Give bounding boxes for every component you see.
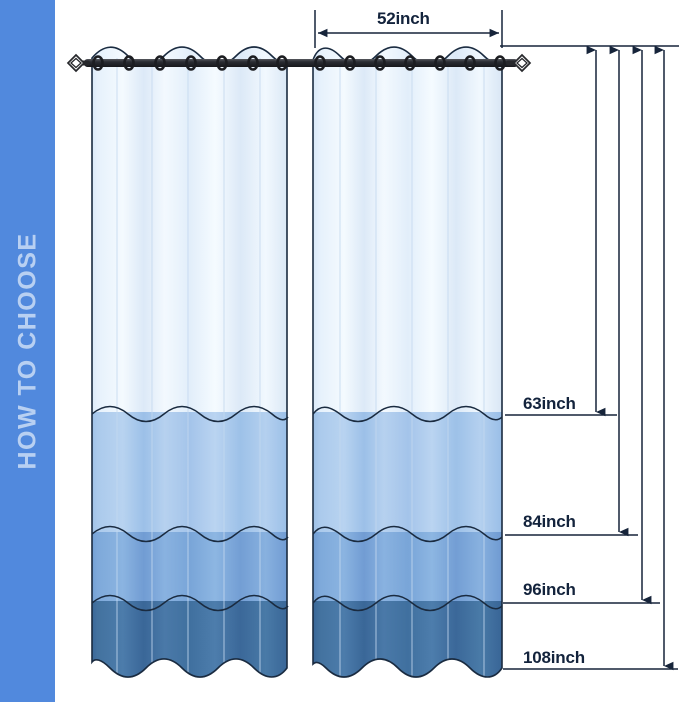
grommet-icon	[314, 55, 326, 71]
grommet-icon	[464, 55, 476, 71]
panel-left-outline	[91, 46, 288, 678]
curtain-panel-right	[312, 46, 503, 678]
band-divider-1-right	[312, 405, 503, 423]
curtain-panel-left	[91, 46, 289, 678]
grommet-icon	[185, 55, 197, 71]
width-dimension	[314, 10, 503, 48]
grommet-icon	[494, 55, 506, 71]
band-divider-3-right	[312, 594, 503, 612]
grommet-group-right	[314, 55, 506, 71]
band-divider-3-left	[91, 594, 289, 612]
grommet-icon	[434, 55, 446, 71]
grommet-icon	[154, 55, 166, 71]
grommet-group-left	[92, 55, 288, 71]
length-leader-lines	[503, 414, 678, 670]
dimension-label-108inch: 108inch	[523, 648, 585, 667]
dimension-label-84inch: 84inch	[523, 512, 576, 531]
grommet-icon	[344, 55, 356, 71]
panel-right-band-3	[313, 532, 502, 604]
panel-right-band-4	[313, 601, 502, 677]
band-divider-1-left	[91, 405, 289, 423]
grommet-icon	[404, 55, 416, 71]
length-dimension-arrows	[586, 45, 674, 671]
band-divider-2-left	[91, 525, 289, 543]
grommet-icon	[92, 55, 104, 71]
panel-left-band-4	[92, 601, 287, 677]
grommet-icon	[276, 55, 288, 71]
rod-bar	[84, 59, 518, 67]
grommet-icon	[216, 55, 228, 71]
grommet-icon	[123, 55, 135, 71]
grommet-icon	[374, 55, 386, 71]
panel-right-band-1	[313, 47, 502, 415]
sidebar: HOW TO CHOOSE	[0, 0, 55, 702]
dimension-label-width: 52inch	[377, 9, 430, 28]
finial-right-icon	[506, 53, 532, 73]
panel-right-outline	[312, 46, 503, 678]
panel-left-band-1	[92, 47, 287, 415]
grommet-icon	[247, 55, 259, 71]
curtain-rod	[66, 53, 532, 73]
sidebar-divider	[55, 0, 63, 702]
panel-left-band-2	[92, 412, 287, 535]
dimension-label-63inch: 63inch	[523, 394, 576, 413]
panel-right-band-2	[313, 412, 502, 535]
finial-left-icon	[66, 53, 90, 73]
dimension-label-96inch: 96inch	[523, 580, 576, 599]
panel-left-band-3	[92, 532, 287, 604]
band-divider-2-right	[312, 525, 503, 543]
